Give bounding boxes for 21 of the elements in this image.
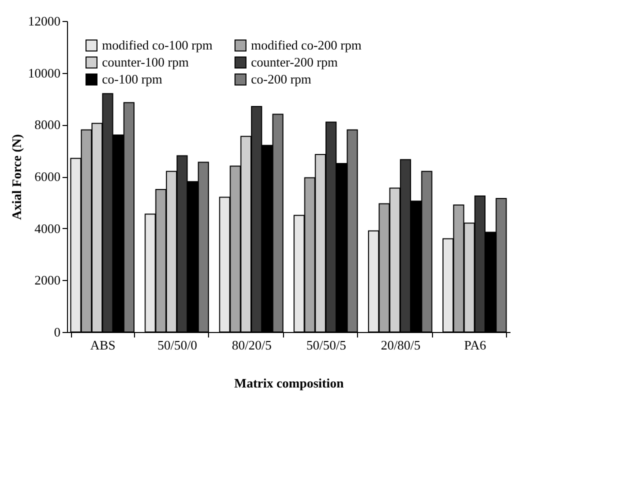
- x-axis-title: Matrix composition: [234, 376, 344, 390]
- legend-label: counter-100 rpm: [102, 54, 189, 70]
- x-tick-label: 20/80/5: [380, 338, 421, 352]
- x-tick-label: ABS: [90, 338, 116, 352]
- legend-label: modified co-200 rpm: [251, 38, 362, 53]
- y-tick-label: 0: [54, 324, 60, 340]
- y-tick-label: 8000: [34, 117, 60, 132]
- legend-label: modified co-100 rpm: [102, 38, 212, 53]
- y-tick-label: 6000: [34, 169, 60, 184]
- legend-label: co-200 rpm: [251, 72, 312, 86]
- x-tick-label: PA6: [464, 338, 487, 352]
- legend-label: counter-200 rpm: [251, 54, 338, 70]
- y-tick-label: 10000: [28, 65, 60, 80]
- y-tick-label: 4000: [34, 220, 60, 236]
- x-tick-label: 50/50/0: [157, 338, 198, 352]
- y-tick-label: 2000: [34, 272, 60, 288]
- legend-label: co-100 rpm: [102, 72, 162, 86]
- y-axis-title: Axial Force (N): [9, 134, 24, 220]
- y-tick-label: 12000: [28, 14, 60, 28]
- x-tick-label: 80/20/5: [232, 338, 272, 352]
- x-tick-label: 50/50/5: [306, 338, 346, 352]
